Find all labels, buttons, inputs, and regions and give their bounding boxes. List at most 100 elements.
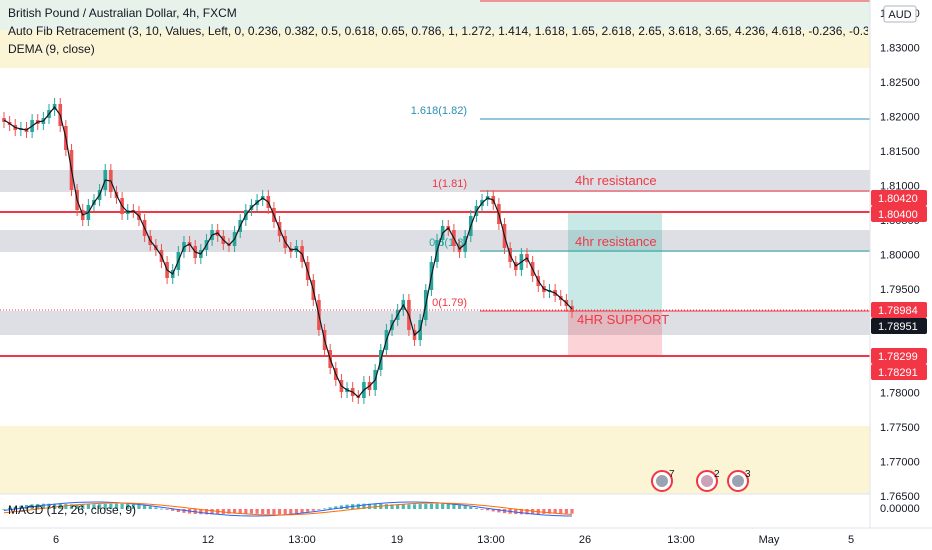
price-tick: 1.78000 — [880, 388, 920, 400]
price-tick: 1.79500 — [880, 284, 920, 296]
price-tag: 1.80400 — [871, 206, 927, 222]
fib-0-label: 0(1.79) — [432, 297, 467, 309]
svg-text:1.80400: 1.80400 — [878, 209, 918, 221]
macd-bar — [542, 509, 546, 514]
time-tick: May — [759, 534, 780, 546]
time-tick: 26 — [579, 534, 591, 546]
fib-1618-label: 1.618(1.82) — [411, 105, 467, 117]
currency-badge — [883, 5, 917, 23]
macd-bar — [334, 506, 338, 509]
stop-loss-zone[interactable] — [568, 311, 662, 356]
economic-event-uk[interactable]: 2 — [696, 469, 720, 492]
macd-bar — [412, 504, 417, 509]
macd-bar — [396, 504, 400, 509]
macd-bar — [64, 504, 68, 509]
price-tick: 1.81500 — [880, 146, 920, 158]
macd-bar — [339, 505, 344, 509]
macd-bar — [311, 509, 315, 511]
macd-bar — [204, 509, 209, 515]
macd-bar — [424, 503, 428, 509]
macd-bar — [142, 505, 147, 509]
macd-bar — [328, 507, 332, 509]
fib-indicator-legend[interactable]: Auto Fib Retracement (3, 10, Values, Lef… — [8, 24, 868, 38]
macd-bar — [109, 503, 113, 509]
macd-bar — [255, 509, 259, 514]
macd-bar — [457, 505, 462, 509]
macd-bar — [322, 508, 327, 510]
event-count-1: 7 — [669, 469, 675, 480]
macd-bar — [131, 504, 135, 509]
svg-text:1.80420: 1.80420 — [878, 193, 918, 205]
time-tick: 13:00 — [477, 534, 505, 546]
macd-bar — [137, 504, 141, 509]
support-label[interactable]: 4HR SUPPORT — [577, 312, 669, 327]
macd-bar — [497, 509, 501, 513]
macd-bar — [41, 503, 45, 509]
macd-bar — [8, 507, 12, 509]
macd-bar — [519, 509, 523, 515]
macd-bar — [300, 509, 304, 513]
macd-bar — [199, 509, 203, 515]
economic-event-us-2[interactable]: 3 — [727, 469, 751, 492]
macd-bar — [367, 503, 372, 509]
macd-bar — [249, 509, 254, 514]
macd-bar — [13, 506, 17, 509]
price-tag: 1.80420 — [871, 190, 927, 206]
svg-text:1.78951: 1.78951 — [878, 321, 918, 333]
macd-bar — [165, 509, 169, 510]
macd-bar — [92, 504, 96, 509]
price-tag: 1.78984 — [871, 302, 927, 318]
macd-bar — [384, 504, 389, 509]
price-axis[interactable] — [870, 0, 932, 528]
macd-axis-tick: 0.00000 — [880, 503, 920, 515]
macd-bar — [126, 503, 130, 509]
resistance-label-1[interactable]: 4hr resistance — [575, 173, 657, 188]
time-tick: 13:00 — [288, 534, 316, 546]
macd-bar — [24, 504, 29, 509]
fib-1-label: 1(1.81) — [432, 178, 467, 190]
price-tick: 1.77500 — [880, 422, 920, 434]
macd-bar — [148, 506, 152, 509]
resistance-label-2[interactable]: 4hr resistance — [575, 234, 657, 249]
macd-bar — [401, 504, 405, 509]
dema-indicator-legend[interactable]: DEMA (9, close) — [8, 42, 95, 56]
macd-bar — [120, 503, 124, 509]
top-yellow-band — [0, 30, 870, 68]
price-axis-ticks: 1.835001.830001.825001.820001.815001.810… — [880, 8, 920, 503]
macd-bar — [171, 509, 175, 511]
macd-bar — [486, 509, 490, 511]
macd-indicator-legend[interactable]: MACD (12, 26, close, 9) — [8, 503, 137, 517]
macd-bar — [272, 509, 276, 515]
macd-bar — [559, 509, 563, 514]
price-tick: 1.83000 — [880, 43, 920, 55]
price-tick: 1.80000 — [880, 250, 920, 262]
macd-bar — [570, 509, 574, 514]
time-axis[interactable] — [0, 528, 932, 550]
svg-text:1.78984: 1.78984 — [878, 305, 918, 317]
macd-bar — [514, 509, 518, 515]
macd-bar — [238, 509, 242, 514]
macd-bar — [244, 509, 248, 514]
time-tick: 6 — [53, 534, 59, 546]
svg-text:1.78291: 1.78291 — [878, 367, 918, 379]
macd-bar — [418, 504, 422, 509]
resistance-zone-upper — [0, 170, 870, 192]
economic-event-us-1[interactable]: 7 — [651, 469, 675, 492]
macd-signal-line — [3, 502, 573, 516]
macd-bar — [86, 504, 90, 509]
symbol-title[interactable]: British Pound / Australian Dollar, 4h, F… — [8, 6, 237, 20]
macd-bar — [221, 509, 225, 514]
time-tick: 12 — [202, 534, 214, 546]
macd-bar — [356, 503, 360, 509]
macd-bar — [2, 509, 6, 510]
macd-bar — [227, 509, 231, 514]
macd-bar — [564, 509, 568, 514]
svg-text:1.78299: 1.78299 — [878, 351, 918, 363]
macd-bar — [261, 509, 265, 514]
macd-bar — [452, 504, 456, 509]
currency-label: AUD — [888, 9, 911, 21]
take-profit-zone[interactable] — [568, 212, 662, 311]
price-tick: 1.82000 — [880, 112, 920, 124]
macd-bar — [547, 509, 552, 514]
